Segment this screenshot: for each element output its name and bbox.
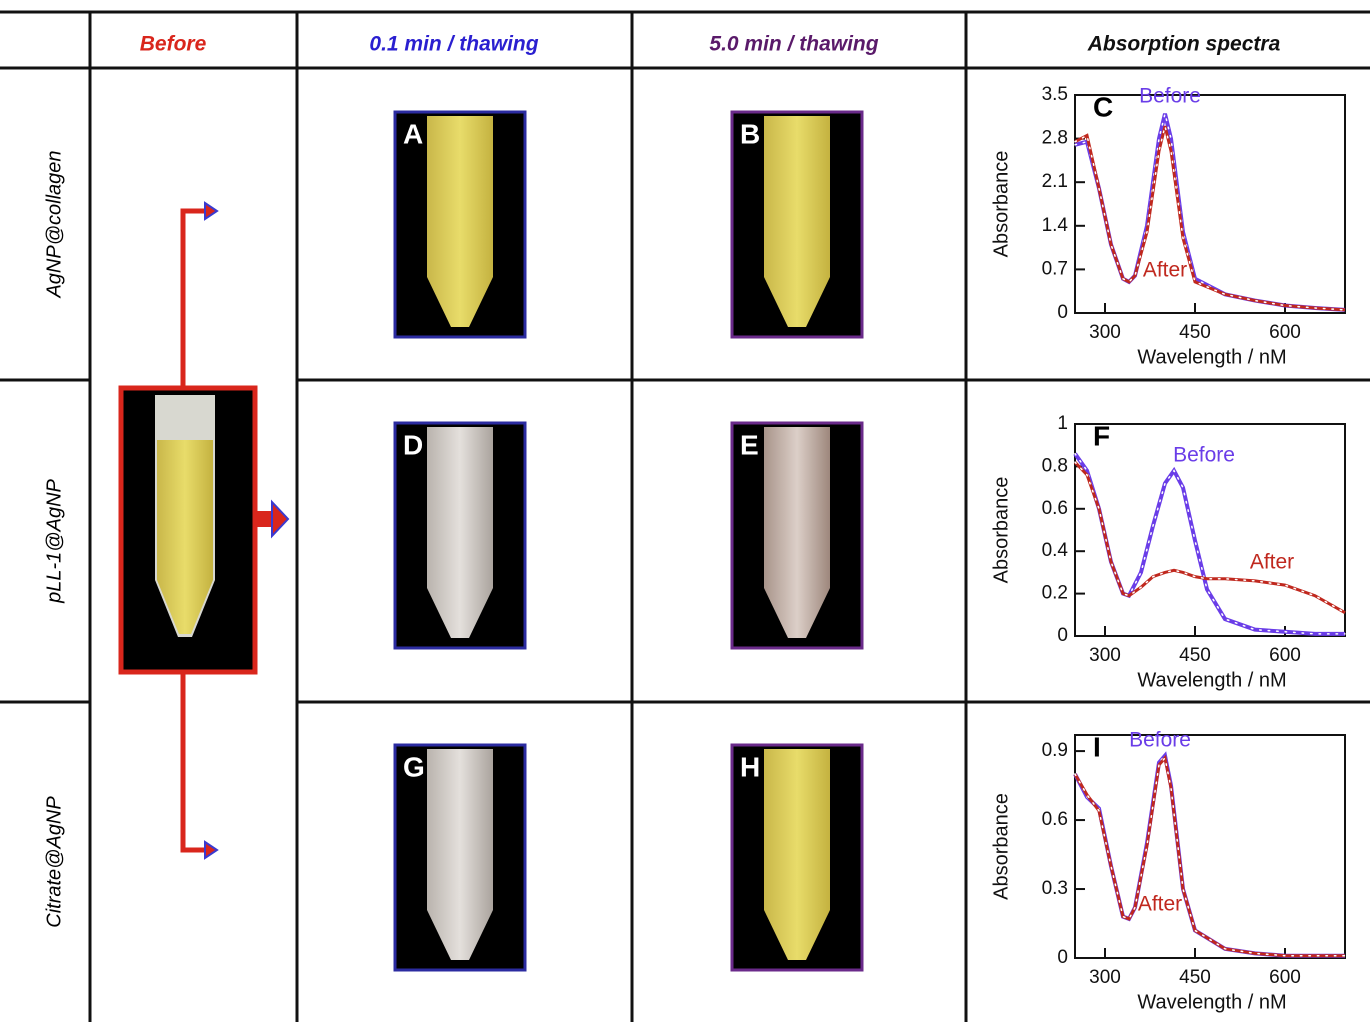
y-tick-label: 2.1 (1042, 171, 1068, 192)
spectrum-line (1075, 454, 1345, 634)
photo: A (395, 112, 525, 337)
tube (764, 427, 830, 638)
plot-frame (1075, 735, 1345, 958)
photo: G (395, 745, 525, 970)
row-label: pLL-1@AgNP (43, 478, 65, 603)
photo: D (395, 423, 525, 648)
x-tick-label: 450 (1179, 967, 1211, 988)
x-tick-label: 600 (1269, 322, 1301, 343)
figure: Before 0.1 min / thawing 5.0 min / thawi… (0, 0, 1370, 1022)
x-tick-label: 450 (1179, 645, 1211, 666)
photo: B (732, 112, 862, 337)
tube (427, 427, 493, 638)
x-tick-label: 300 (1089, 967, 1121, 988)
header-cell: 5.0 min / thawing (709, 33, 878, 56)
y-tick-label: 0.7 (1042, 258, 1068, 279)
panel-letter: E (740, 429, 759, 460)
photo-before (121, 388, 255, 672)
panel-letter: I (1093, 731, 1101, 762)
tube (427, 749, 493, 960)
x-axis-label: Wavelength / nM (1137, 346, 1286, 368)
y-tick-label: 0.6 (1042, 498, 1068, 519)
header-cell: Before (140, 33, 207, 56)
y-tick-label: 1.4 (1042, 215, 1069, 236)
tube (764, 749, 830, 960)
y-tick-label: 0.8 (1042, 455, 1068, 476)
series-label: After (1138, 893, 1182, 916)
y-tick-label: 0.3 (1042, 878, 1068, 899)
row-label: AgNP@collagen (43, 150, 65, 298)
spectrum-line (1075, 114, 1345, 310)
y-tick-label: 0 (1057, 625, 1068, 646)
panel-letter: H (740, 751, 760, 782)
tube (427, 116, 493, 327)
y-axis-label: Absorbance (990, 477, 1012, 584)
header-cell: Absorption spectra (1087, 33, 1281, 56)
spectrum-dots (1075, 126, 1345, 310)
x-axis-label: Wavelength / nM (1137, 991, 1286, 1013)
y-tick-label: 3.5 (1042, 84, 1068, 105)
series-label: After (1250, 551, 1294, 574)
panel-letter: B (740, 118, 760, 149)
series-label: Before (1129, 729, 1191, 752)
y-tick-label: 0.2 (1042, 583, 1068, 604)
header-cell: 0.1 min / thawing (369, 33, 538, 56)
row-label: Citrate@AgNP (43, 796, 65, 928)
panel-letter: F (1093, 420, 1110, 451)
spectrum-line (1075, 758, 1345, 956)
spectrum-dots (1075, 114, 1345, 310)
series-label: After (1143, 259, 1187, 282)
panel-letter: A (403, 118, 423, 149)
tube (764, 116, 830, 327)
x-tick-label: 600 (1269, 967, 1301, 988)
panel-letter: D (403, 429, 423, 460)
spectrum-dots (1075, 758, 1345, 956)
spectrum-line (1075, 462, 1345, 613)
y-tick-label: 0.4 (1042, 540, 1069, 561)
x-tick-label: 450 (1179, 322, 1211, 343)
x-tick-label: 300 (1089, 322, 1121, 343)
y-tick-label: 0 (1057, 947, 1068, 968)
panel-letter: C (1093, 91, 1113, 122)
y-tick-label: 1 (1057, 413, 1068, 434)
x-tick-label: 600 (1269, 645, 1301, 666)
spectrum-line (1075, 756, 1345, 956)
spectrum-dots (1075, 756, 1345, 956)
series-label: Before (1173, 444, 1235, 467)
plot-frame (1075, 95, 1345, 313)
y-axis-label: Absorbance (990, 151, 1012, 258)
x-tick-label: 300 (1089, 645, 1121, 666)
panel-letter: G (403, 751, 425, 782)
series-label: Before (1139, 85, 1201, 108)
photo: E (732, 423, 862, 648)
x-axis-label: Wavelength / nM (1137, 669, 1286, 691)
y-tick-label: 0.9 (1042, 740, 1068, 761)
spectrum-dots (1075, 454, 1345, 634)
y-tick-label: 2.8 (1042, 128, 1068, 149)
y-tick-label: 0.6 (1042, 809, 1068, 830)
spectrum-line (1075, 126, 1345, 310)
y-axis-label: Absorbance (990, 793, 1012, 900)
spectrum-dots (1075, 462, 1345, 613)
y-tick-label: 0 (1057, 302, 1068, 323)
photo: H (732, 745, 862, 970)
